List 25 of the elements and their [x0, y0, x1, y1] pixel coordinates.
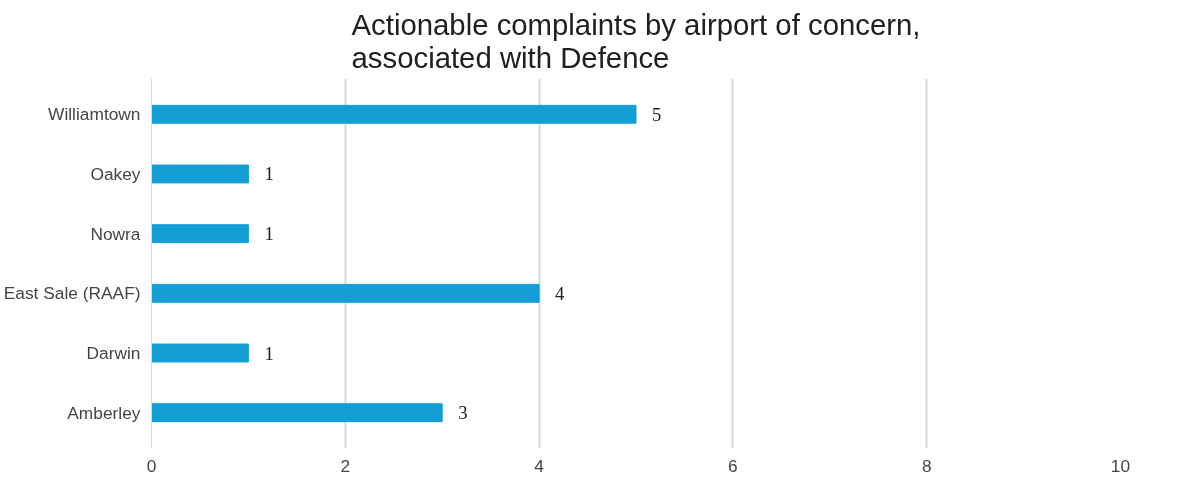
x-tick-label: 0 — [146, 455, 157, 476]
bar — [151, 164, 249, 184]
x-tick-label: 10 — [1110, 455, 1131, 476]
y-tick-label: Amberley — [67, 402, 141, 423]
y-tick-label: Williamtown — [48, 104, 141, 125]
y-tick-label: East Sale (RAAF) — [3, 283, 141, 304]
data-label: 3 — [458, 402, 468, 424]
x-tick-label: 4 — [534, 455, 545, 476]
data-label: 5 — [652, 103, 662, 125]
x-tick-label: 2 — [340, 455, 351, 476]
bar — [151, 104, 637, 124]
y-tick-label: Oakey — [90, 163, 141, 184]
data-label: 1 — [264, 342, 274, 364]
y-tick-label: Darwin — [86, 343, 141, 364]
y-tick-label: Nowra — [90, 223, 141, 244]
bar — [151, 224, 249, 244]
data-label: 4 — [555, 282, 566, 304]
x-tick-label: 6 — [728, 455, 738, 476]
bar — [151, 403, 443, 423]
bar — [151, 343, 249, 363]
x-tick-label: 8 — [921, 455, 932, 476]
data-label: 1 — [264, 163, 274, 185]
chart-title: Actionable complaints by airport of concern, associated with Defence — [351, 7, 921, 74]
bar — [151, 283, 540, 303]
data-label: 1 — [264, 223, 274, 245]
